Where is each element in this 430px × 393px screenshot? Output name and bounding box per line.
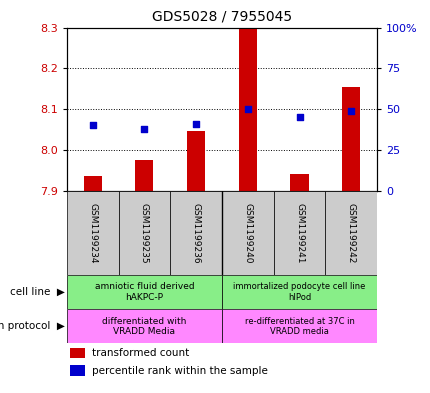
Text: immortalized podocyte cell line
hIPod: immortalized podocyte cell line hIPod [233, 283, 365, 302]
Text: transformed count: transformed count [92, 348, 188, 358]
Text: cell line  ▶: cell line ▶ [10, 287, 64, 297]
Bar [70, 365, 85, 376]
Text: GSM1199234: GSM1199234 [88, 203, 97, 263]
Text: GSM1199242: GSM1199242 [346, 203, 355, 263]
Point [295, 114, 302, 120]
Bar [70, 348, 85, 358]
Point [192, 121, 199, 127]
Bar [67, 275, 221, 309]
Bar [67, 191, 118, 275]
Bar [325, 191, 376, 275]
Bar [221, 191, 273, 275]
Text: GSM1199241: GSM1199241 [295, 203, 303, 263]
Point [89, 122, 96, 129]
Bar [83, 176, 101, 191]
Bar [290, 174, 308, 191]
Text: GSM1199240: GSM1199240 [243, 203, 252, 263]
Text: re-differentiated at 37C in
VRADD media: re-differentiated at 37C in VRADD media [244, 317, 353, 336]
Text: amniotic fluid derived
hAKPC-P: amniotic fluid derived hAKPC-P [94, 283, 194, 302]
Bar [118, 191, 170, 275]
Text: differentiated with
VRADD Media: differentiated with VRADD Media [102, 317, 186, 336]
Point [347, 108, 354, 114]
Bar [221, 275, 376, 309]
Text: percentile rank within the sample: percentile rank within the sample [92, 366, 267, 376]
Bar [221, 309, 376, 343]
Bar [341, 86, 359, 191]
Bar [273, 191, 325, 275]
Bar [238, 28, 256, 191]
Text: growth protocol  ▶: growth protocol ▶ [0, 321, 64, 331]
Text: GSM1199236: GSM1199236 [191, 202, 200, 263]
Point [244, 106, 251, 112]
Title: GDS5028 / 7955045: GDS5028 / 7955045 [151, 9, 292, 24]
Bar [170, 191, 221, 275]
Bar [187, 132, 205, 191]
Point [141, 125, 147, 132]
Text: GSM1199235: GSM1199235 [140, 202, 148, 263]
Bar [67, 309, 221, 343]
Bar [135, 160, 153, 191]
